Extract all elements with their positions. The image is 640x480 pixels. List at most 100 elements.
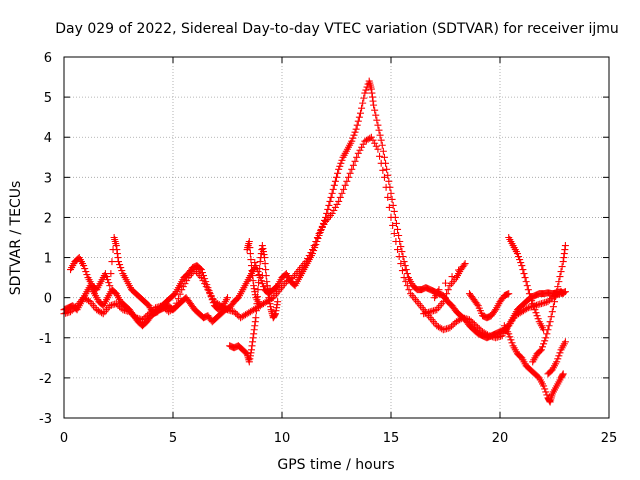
data-point	[353, 121, 361, 129]
data-point	[245, 238, 253, 246]
y-tick-label: -3	[39, 412, 52, 427]
data-point	[378, 141, 386, 149]
data-point	[107, 270, 115, 278]
data-point	[387, 213, 395, 221]
data-point	[517, 259, 525, 267]
data-point	[348, 137, 356, 145]
data-point	[287, 275, 295, 283]
data-point	[350, 131, 358, 139]
data-point	[254, 268, 262, 276]
data-point	[304, 255, 312, 263]
data-point	[534, 315, 542, 323]
data-point	[174, 295, 182, 303]
data-point	[467, 317, 475, 325]
data-point	[336, 193, 344, 201]
data-point	[521, 274, 529, 282]
data-point	[547, 313, 555, 321]
data-point	[116, 303, 124, 311]
data-point	[328, 189, 336, 197]
data-point	[354, 149, 362, 157]
data-point	[455, 266, 463, 274]
data-point	[327, 193, 335, 201]
data-point	[82, 268, 90, 276]
data-point	[395, 253, 403, 261]
data-point	[397, 243, 405, 251]
data-point	[333, 200, 341, 208]
data-point	[200, 272, 208, 280]
data-point	[127, 309, 135, 317]
data-point	[262, 266, 270, 274]
data-point	[203, 281, 211, 289]
data-point	[205, 287, 213, 295]
data-point	[491, 307, 499, 315]
y-tick-label: -1	[39, 332, 52, 347]
data-point	[331, 177, 339, 185]
data-point	[252, 314, 260, 322]
data-point	[337, 159, 345, 167]
data-point	[117, 264, 125, 272]
data-point	[71, 303, 79, 311]
data-point	[105, 279, 113, 287]
data-point	[256, 265, 264, 273]
chart-title: Day 029 of 2022, Sidereal Day-to-day VTE…	[55, 21, 619, 37]
data-point	[523, 305, 531, 313]
data-point	[338, 189, 346, 197]
data-point	[525, 290, 533, 298]
data-point	[375, 126, 383, 134]
data-point	[552, 293, 560, 301]
data-point	[85, 297, 93, 305]
data-point	[171, 304, 179, 312]
data-point	[318, 223, 326, 231]
data-point	[400, 274, 408, 282]
data-point	[252, 307, 260, 315]
data-point	[392, 219, 400, 227]
data-point	[523, 282, 531, 290]
data-point	[474, 323, 482, 331]
data-point	[556, 273, 564, 281]
data-point	[201, 275, 209, 283]
data-point	[520, 270, 528, 278]
data-point	[540, 382, 548, 390]
data-point	[508, 339, 516, 347]
data-point	[533, 312, 541, 320]
data-point	[343, 177, 351, 185]
x-tick-label: 5	[169, 431, 177, 446]
x-axis-label: GPS time / hours	[277, 457, 394, 473]
y-tick-labels: -3 -2 -1 0 1 2 3 4 5 6	[39, 51, 52, 427]
data-point	[555, 278, 563, 286]
data-point	[70, 305, 78, 313]
data-point	[390, 229, 398, 237]
data-point	[232, 309, 240, 317]
data-point	[447, 322, 455, 330]
data-point	[398, 267, 406, 275]
data-point	[518, 262, 526, 270]
data-point	[361, 89, 369, 97]
data-point	[118, 267, 126, 275]
data-point	[330, 206, 338, 214]
data-point	[173, 299, 181, 307]
data-point	[561, 288, 569, 296]
data-point	[402, 278, 410, 286]
data-point	[274, 298, 282, 306]
data-point	[351, 157, 359, 165]
data-point	[384, 193, 392, 201]
data-point	[116, 261, 124, 269]
data-point	[68, 306, 76, 314]
data-point	[405, 286, 413, 294]
data-point	[380, 153, 388, 161]
x-tick-label: 20	[492, 431, 509, 446]
data-point	[397, 260, 405, 268]
data-point	[258, 280, 266, 288]
data-point	[542, 334, 550, 342]
data-point	[541, 337, 549, 345]
data-point	[310, 242, 318, 250]
data-point	[371, 106, 379, 114]
data-point	[329, 185, 337, 193]
data-point	[522, 278, 530, 286]
data-point	[531, 306, 539, 314]
data-point	[461, 260, 469, 268]
data-point	[543, 391, 551, 399]
data-point	[371, 139, 379, 147]
